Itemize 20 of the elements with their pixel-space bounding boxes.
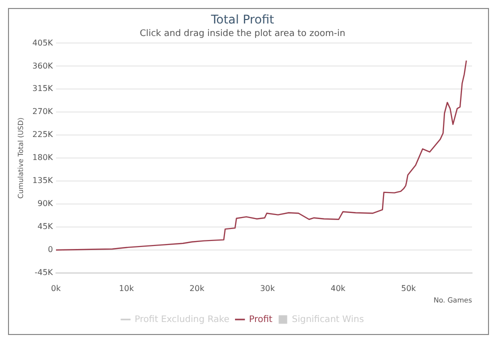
y-tick-label: 225K [32,130,54,140]
x-tick-label: 20k [190,284,205,293]
y-tick-label: 180K [32,153,54,162]
chart-title: Total Profit [210,12,274,26]
y-tick-label: 135K [32,176,54,186]
y-tick-label: 45K [37,222,54,232]
y-tick-label: 90K [37,199,54,208]
x-tick-label: 50k [401,284,416,293]
y-tick-label: 0 [48,245,53,254]
y-tick-label: 270K [32,107,54,116]
x-tick-label: 0k [51,284,62,293]
legend-label: Profit [248,314,273,325]
x-tick-label: 30k [260,284,276,293]
chart-subtitle: Click and drag inside the plot area to zoom-in [140,29,346,40]
x-tick-label: 10k [119,284,134,293]
y-tick-label: -45K [34,268,54,278]
y-tick-label: 360K [32,61,54,70]
y-tick-label: 405K [32,38,54,48]
y-tick-label: 315K [32,84,54,94]
x-tick-label: 40k [330,284,346,293]
